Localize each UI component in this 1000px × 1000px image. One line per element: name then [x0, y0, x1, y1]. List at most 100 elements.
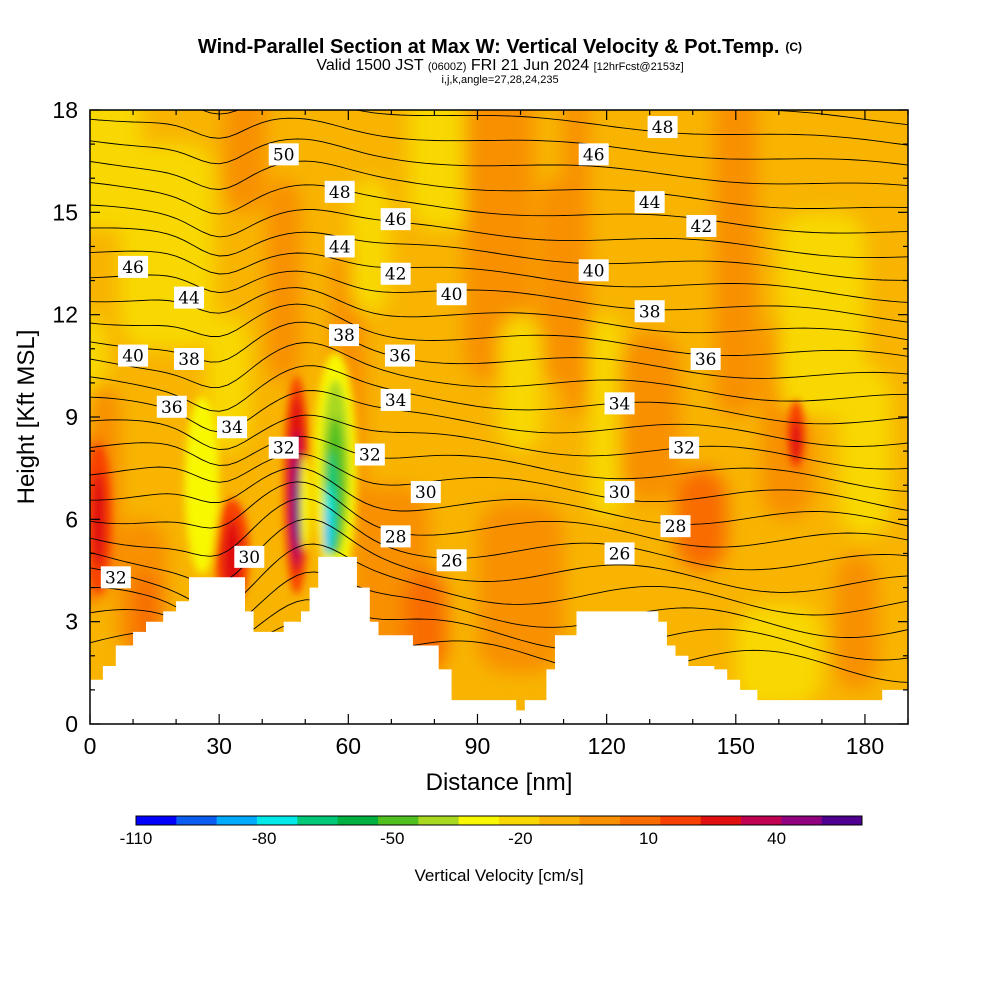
contour-label: 46 — [578, 143, 609, 166]
theta-contour — [90, 365, 908, 425]
colorbar-tick-label: 40 — [767, 829, 786, 848]
x-tick-label: 90 — [465, 733, 491, 759]
colorbar-frame — [135, 815, 863, 826]
contour-label: 36 — [384, 344, 415, 367]
y-tick-label: 0 — [65, 711, 78, 737]
theta-contour — [90, 342, 908, 402]
contour-label-text: 26 — [441, 551, 463, 571]
valid-prefix: Valid 1500 JST — [316, 57, 424, 74]
theta-contour — [90, 481, 908, 548]
y-tick-label: 12 — [52, 302, 78, 328]
terrain-fill — [90, 556, 908, 724]
contour-label-text: 28 — [385, 527, 407, 547]
colorbar-segment — [216, 816, 258, 825]
contour-label-text: 44 — [178, 289, 200, 309]
colorbar-label: Vertical Velocity [cm/s] — [414, 866, 583, 885]
theta-contour — [90, 303, 908, 357]
contour-label-text: 32 — [105, 568, 127, 588]
theta-contour — [90, 321, 908, 379]
chart-title-text: Wind-Parallel Section at Max W: Vertical… — [197, 36, 780, 58]
y-tick-label: 18 — [52, 97, 78, 123]
valid-date: FRI 21 Jun 2024 — [470, 57, 590, 74]
y-tick-label: 6 — [65, 506, 78, 532]
theta-contour-labels: 32 30 32 34 36 38 40 44 46 50 48 46 44 42 40 38 36 34 32 30… — [100, 116, 721, 589]
colorbar-segment — [499, 816, 540, 825]
contour-label: 44 — [324, 235, 355, 258]
colorbar-segment — [741, 816, 782, 825]
colorbar-segment — [136, 816, 177, 825]
colorbar-segment — [821, 816, 863, 825]
colorbar-segment — [297, 816, 339, 825]
theta-contour — [90, 204, 908, 259]
theta-contour — [90, 414, 908, 470]
contour-label: 36 — [690, 348, 721, 371]
valid-utc: (0600Z) — [427, 61, 467, 73]
x-tick-label: 180 — [846, 733, 884, 759]
x-tick-label: 120 — [587, 733, 625, 759]
contour-label: 34 — [604, 392, 635, 415]
contour-label: 48 — [647, 116, 678, 139]
contour-label-text: 30 — [609, 483, 631, 503]
contour-label: 46 — [380, 208, 411, 231]
contour-label-text: 32 — [359, 446, 381, 466]
theta-contour — [90, 160, 908, 209]
contour-label: 48 — [324, 180, 355, 203]
colorbar-segment — [176, 816, 218, 825]
contour-label-text: 44 — [639, 193, 661, 213]
contour-label-text: 42 — [385, 265, 407, 285]
contour-label: 34 — [217, 416, 248, 439]
theta-contour — [90, 287, 908, 341]
contour-label: 26 — [604, 542, 635, 565]
theta-contour — [90, 117, 908, 166]
contour-label: 28 — [660, 515, 691, 538]
contour-label: 44 — [174, 286, 205, 309]
colorbar-tick-label: -20 — [508, 829, 533, 848]
theta-contour — [200, 110, 908, 146]
contour-label-text: 46 — [122, 258, 144, 278]
chart-title-block: Wind-Parallel Section at Max W: Vertical… — [0, 36, 1000, 86]
colorbar-tick-label: -80 — [252, 829, 277, 848]
colorbar-segment — [378, 816, 419, 825]
contour-label-text: 50 — [273, 145, 295, 165]
x-axis-label: Distance [nm] — [426, 769, 573, 796]
contour-label: 32 — [669, 436, 700, 459]
contour-label: 26 — [436, 549, 467, 572]
contour-label-text: 38 — [178, 350, 200, 370]
colorbar-segment — [620, 816, 661, 825]
contour-label: 40 — [118, 344, 149, 367]
colorbar-segment — [458, 816, 500, 825]
contour-label-text: 34 — [385, 391, 407, 411]
x-tick-label: 60 — [336, 733, 362, 759]
contour-label: 38 — [174, 348, 205, 371]
colorbar-segment — [337, 816, 379, 825]
colorbar-segment — [579, 816, 621, 825]
contour-label: 42 — [686, 214, 717, 237]
colorbar-tick-label: 10 — [639, 829, 658, 848]
contour-label: 32 — [354, 443, 385, 466]
colorbar: -110 -80 -50 -20 10 40 Vertical Velocity [cm/s… — [120, 815, 863, 885]
contour-label-text: 36 — [695, 350, 717, 370]
contour-label-text: 32 — [673, 439, 695, 459]
x-tick-label: 150 — [717, 733, 755, 759]
x-tick-label: 30 — [206, 733, 232, 759]
y-tick-label: 15 — [52, 199, 78, 225]
y-axis-label: Height [Kft MSL] — [13, 330, 40, 505]
contour-label-text: 28 — [665, 517, 687, 537]
theta-contour — [90, 250, 908, 303]
contour-label-text: 38 — [639, 302, 661, 322]
contour-label-text: 40 — [441, 285, 463, 305]
terrain-mask — [90, 556, 908, 724]
copyright-mark: (C) — [785, 40, 803, 54]
theta-contour — [90, 453, 908, 511]
contour-label-text: 26 — [609, 544, 631, 564]
colorbar-segment — [257, 816, 298, 825]
contour-label: 30 — [234, 545, 265, 568]
colorbar-segment — [539, 816, 581, 825]
theta-contour — [90, 227, 908, 281]
forecast-info: [12hrFcst@2153z] — [593, 61, 684, 73]
contour-label-text: 30 — [415, 483, 437, 503]
colorbar-segment — [700, 816, 742, 825]
contour-label-text: 40 — [122, 347, 144, 367]
contour-label-text: 48 — [329, 183, 351, 203]
